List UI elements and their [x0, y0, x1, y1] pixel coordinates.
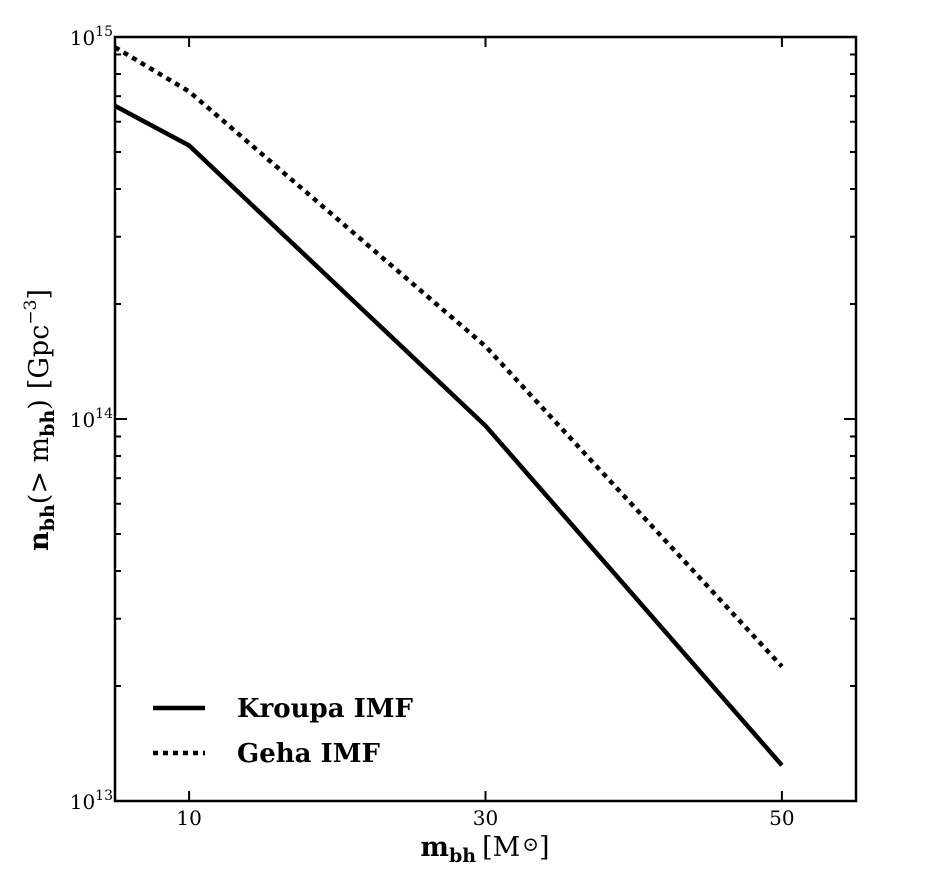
x-tick-label-0: 10 [176, 806, 201, 830]
y-tick-label-2: 1015 [70, 24, 113, 50]
tick-marks [115, 37, 856, 802]
x-tick-labels: 10 30 50 [176, 806, 794, 830]
x-tick-label-2: 50 [769, 806, 794, 830]
series-line-geha-imf [113, 45, 784, 669]
y-axis-label: nbh(> mbh)[Gpc−3] [21, 289, 59, 551]
y-tick-label-0: 1013 [70, 788, 113, 814]
x-tick-label-1: 30 [473, 806, 498, 830]
x-axis-label: mbh [M ⊙] [420, 832, 549, 867]
legend-label-0: Kroupa IMF [237, 694, 414, 724]
legend: Kroupa IMF Geha IMF [153, 694, 414, 769]
series-line-kroupa-imf [113, 103, 784, 767]
plot-frame [113, 35, 858, 803]
series-group [113, 45, 784, 767]
legend-label-1: Geha IMF [237, 739, 380, 769]
y-tick-labels: 1013 1014 1015 [70, 24, 113, 814]
y-tick-label-1: 1014 [70, 406, 113, 432]
